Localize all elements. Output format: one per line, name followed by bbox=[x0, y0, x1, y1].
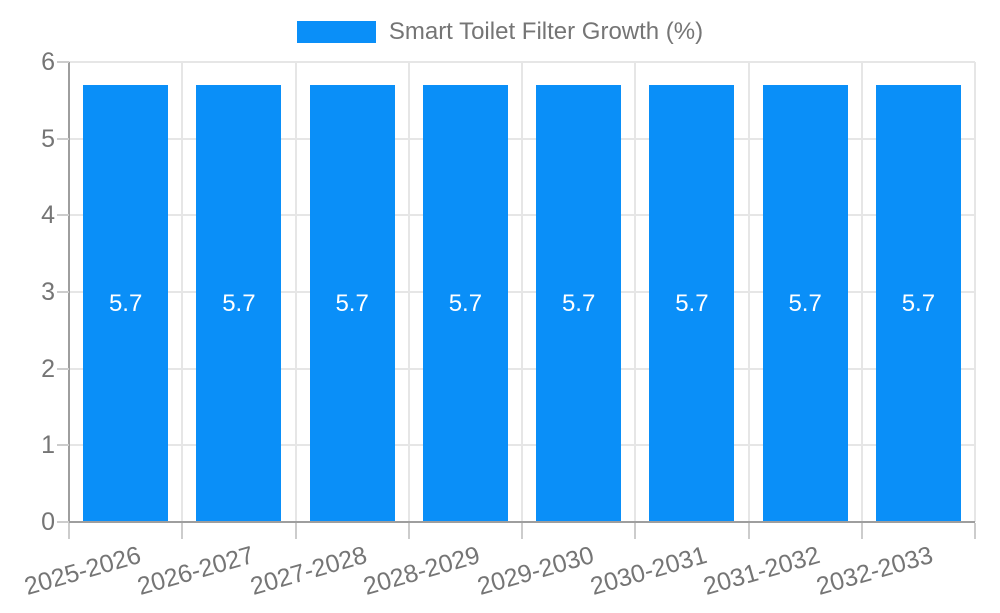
bar[interactable] bbox=[196, 85, 282, 522]
v-gridline bbox=[860, 62, 863, 522]
y-axis-tick bbox=[57, 137, 69, 140]
x-axis-tick bbox=[68, 523, 70, 539]
x-axis-tick bbox=[181, 523, 184, 539]
y-axis-tick bbox=[57, 61, 69, 63]
x-axis-tick bbox=[634, 523, 637, 539]
bar[interactable] bbox=[83, 85, 169, 522]
y-axis-tick bbox=[57, 444, 69, 447]
bar[interactable] bbox=[762, 85, 848, 522]
y-axis-label: 1 bbox=[41, 431, 55, 460]
x-axis-tick bbox=[860, 523, 863, 539]
bar[interactable] bbox=[309, 85, 395, 522]
bar[interactable] bbox=[875, 85, 961, 522]
v-gridline bbox=[181, 62, 184, 522]
bar[interactable] bbox=[536, 85, 622, 522]
v-gridline bbox=[521, 62, 523, 522]
y-axis-label: 5 bbox=[41, 124, 55, 153]
v-gridline bbox=[974, 62, 976, 522]
x-axis-tick bbox=[521, 523, 523, 539]
y-axis-label: 3 bbox=[41, 278, 55, 306]
x-axis-tick bbox=[747, 523, 750, 539]
y-axis-tick bbox=[57, 521, 69, 523]
bar-value-label: 5.7 bbox=[675, 289, 709, 317]
bar-value-label: 5.7 bbox=[222, 289, 256, 317]
chart-title: Smart Toilet Filter Growth (%) bbox=[388, 18, 704, 45]
bar-value-label: 5.7 bbox=[448, 289, 483, 317]
x-axis-tick bbox=[407, 523, 410, 539]
y-axis-label: 0 bbox=[41, 508, 55, 536]
bar-value-label: 5.7 bbox=[108, 289, 143, 317]
y-axis-tick bbox=[57, 214, 69, 217]
y-axis-label: 4 bbox=[41, 201, 55, 230]
y-axis-label: 6 bbox=[41, 48, 55, 76]
bar-value-label: 5.7 bbox=[335, 289, 369, 317]
v-gridline bbox=[294, 62, 297, 522]
y-axis-tick bbox=[57, 291, 69, 293]
bar-value-label: 5.7 bbox=[788, 289, 822, 317]
bar-chart: Smart Toilet Filter Growth (%) 5.7 5.7 5.7… bbox=[0, 18, 1000, 601]
v-gridline bbox=[634, 62, 637, 522]
x-axis-tick bbox=[974, 523, 976, 539]
bar-value-label: 5.7 bbox=[561, 289, 596, 317]
v-gridline bbox=[747, 62, 750, 522]
v-gridline bbox=[407, 62, 410, 522]
bar[interactable] bbox=[422, 85, 508, 522]
y-axis-label: 2 bbox=[41, 354, 55, 383]
bar-value-label: 5.7 bbox=[901, 289, 936, 317]
bar[interactable] bbox=[649, 85, 735, 522]
x-axis-line bbox=[69, 521, 975, 523]
y-axis-tick bbox=[57, 367, 69, 370]
x-axis-tick bbox=[294, 523, 297, 539]
chart-legend: Smart Toilet Filter Growth (%) bbox=[0, 18, 1000, 46]
plot-area: 5.7 5.7 5.7 5.7 5.7 5.7 5.7 5.7 bbox=[69, 61, 976, 522]
legend-color-swatch bbox=[296, 21, 376, 43]
y-axis-line bbox=[68, 62, 70, 522]
